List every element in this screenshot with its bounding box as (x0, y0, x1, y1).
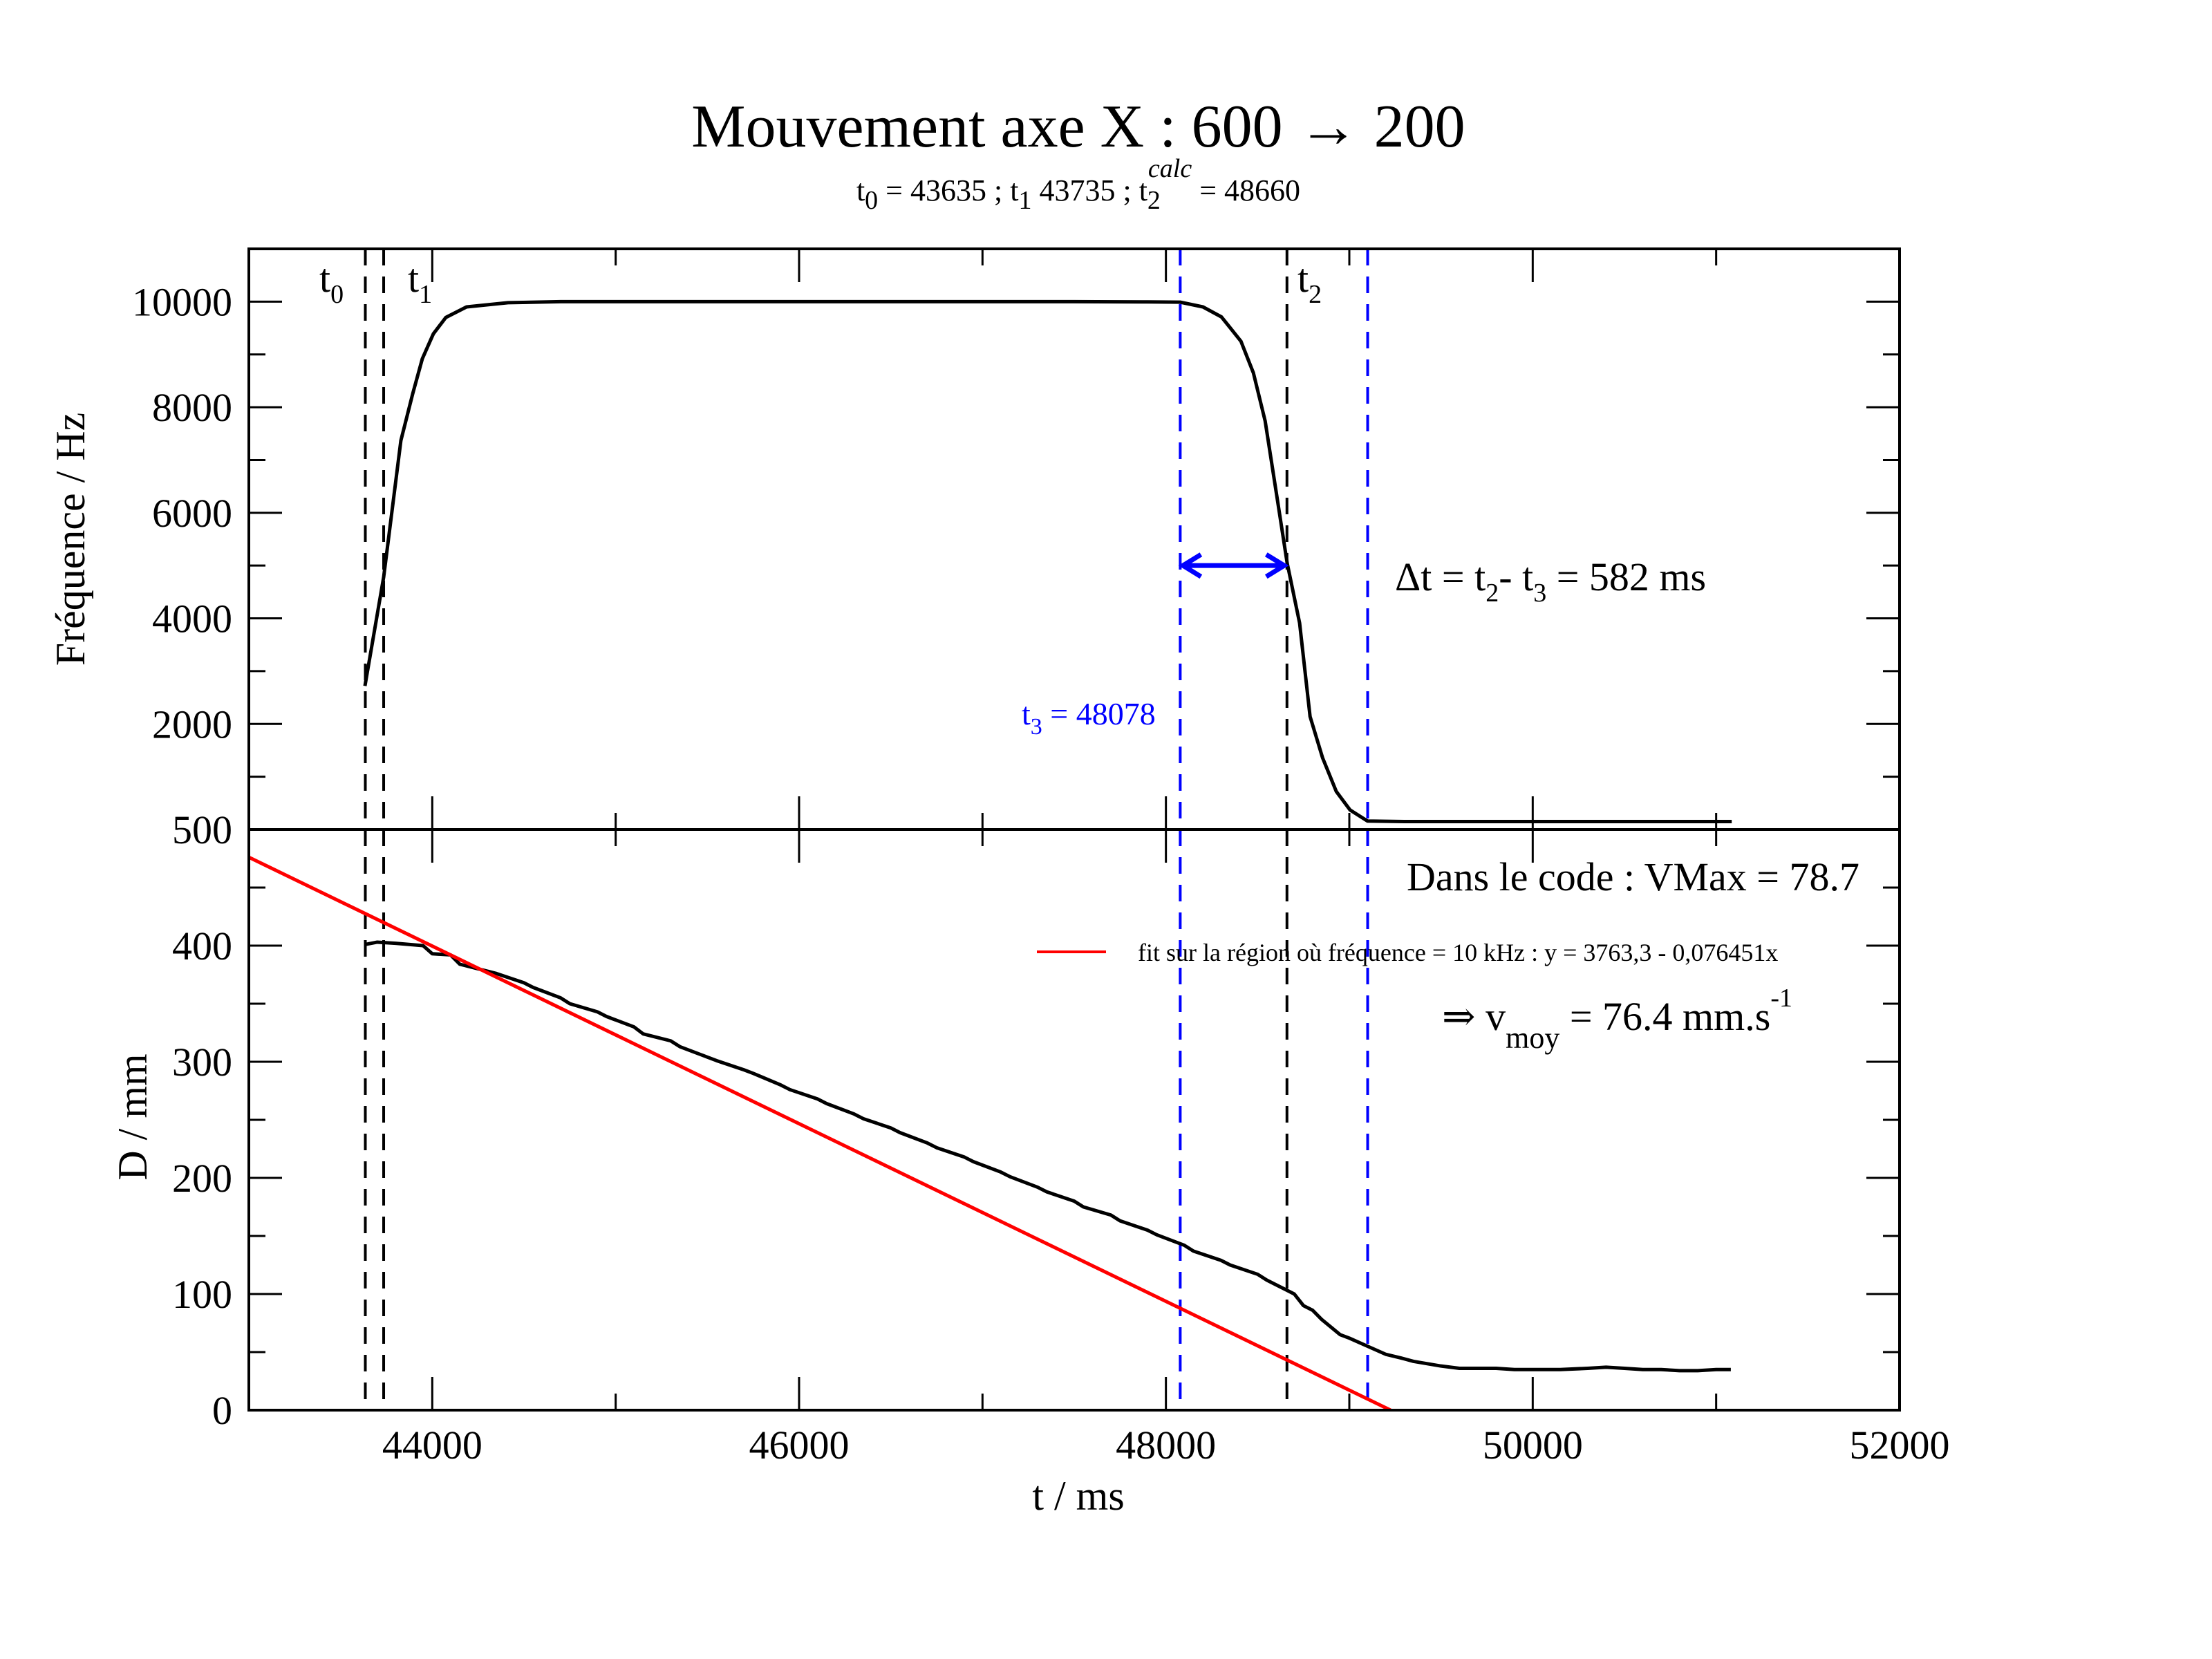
subtitle-t1-val: 43735 ; (1031, 174, 1138, 207)
vmoy-annotation: ⇒ vmoy = 76.4 mm.s-1 (1442, 984, 1792, 1055)
top-y-tick-label: 4000 (152, 597, 232, 641)
subtitle-t2-val: = 48660 (1192, 174, 1300, 207)
bottom-panel (249, 830, 1731, 1410)
t2-label: t2 (1297, 256, 1322, 309)
bottom-y-tick-label: 300 (172, 1040, 232, 1085)
top-panel-frame (247, 247, 1901, 831)
t1-label: t1 (408, 256, 432, 309)
subtitle-t1-sub: 1 (1018, 186, 1031, 215)
vmax-annotation: Dans le code : VMax = 78.7 (1407, 854, 1859, 899)
top-panel (363, 249, 1732, 830)
t0-label: t0 (319, 256, 344, 309)
fit-line (249, 855, 1391, 1410)
legend-label: fit sur la région où fréquence = 10 kHz … (1138, 939, 1778, 966)
distance-line (365, 940, 1731, 1373)
subtitle-t1: t (1010, 174, 1018, 207)
t3-annotation: t3 = 48078 (1022, 696, 1156, 740)
chart-title: Mouvement axe X : 600 → 200 (691, 93, 1465, 160)
top-y-tick-label: 2000 (152, 702, 232, 747)
subtitle-t2-sub: 2 (1147, 186, 1161, 215)
subtitle-t0-sub: 0 (865, 186, 878, 215)
top-y-tick-label: 8000 (152, 385, 232, 430)
top-y-axis-title: Fréquence / Hz (48, 413, 93, 666)
x-axis-title: t / ms (1032, 1473, 1124, 1519)
delta-arrow-right-head (1264, 552, 1289, 579)
bottom-y-tick-label: 500 (172, 807, 232, 852)
x-tick-label: 48000 (1116, 1423, 1216, 1468)
x-tick-label: 50000 (1483, 1423, 1583, 1468)
delta-arrow-left-head (1178, 552, 1203, 579)
delta-t-annotation: Δt = t2- t3 = 582 ms (1395, 554, 1706, 608)
top-y-tick-label: 10000 (132, 279, 232, 324)
bottom-y-tick-label: 400 (172, 924, 232, 968)
bottom-y-axis-title: D / mm (110, 1053, 156, 1180)
bottom-y-tick-label: 100 (172, 1272, 232, 1317)
axes: 44000 46000 48000 50000 52000 10000 8000 6000 40… (132, 249, 1950, 1468)
subtitle-t2-sup: calc (1148, 154, 1192, 183)
bottom-panel-frame (247, 828, 1901, 1412)
chart-subtitle: t0 = 43635 ; t1 43735 ; t2calc = 48660 (856, 154, 1300, 215)
subtitle-t0: t (856, 174, 865, 207)
top-y-tick-label: 6000 (152, 491, 232, 536)
x-tick-label: 52000 (1850, 1423, 1950, 1468)
bottom-y-tick-label: 0 (212, 1388, 232, 1433)
bottom-y-tick-label: 200 (172, 1156, 232, 1201)
subtitle-t0-val: = 43635 ; (878, 174, 1010, 207)
frequency-line (363, 299, 1732, 824)
x-tick-label: 46000 (749, 1423, 850, 1468)
subtitle-t2: t (1139, 174, 1147, 207)
x-tick-label: 44000 (382, 1423, 482, 1468)
